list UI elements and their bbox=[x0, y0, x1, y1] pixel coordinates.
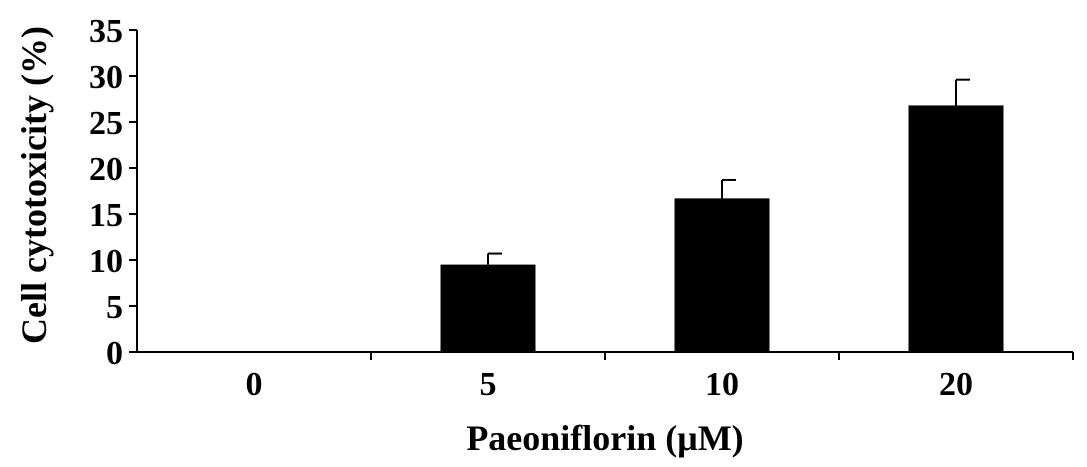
bar bbox=[908, 105, 1004, 352]
y-axis-title: Cell cytotoxicity (%) bbox=[14, 26, 54, 344]
y-tick-label: 10 bbox=[89, 243, 123, 280]
plot-area bbox=[440, 78, 1004, 352]
x-tick-label: 0 bbox=[246, 366, 263, 403]
y-tick-label: 30 bbox=[89, 59, 123, 96]
bar bbox=[440, 264, 536, 352]
y-tick-label: 0 bbox=[106, 335, 123, 372]
y-tick-label: 20 bbox=[89, 151, 123, 188]
y-tick-label: 25 bbox=[89, 105, 123, 142]
y-tick-label: 5 bbox=[106, 289, 123, 326]
x-axis-title: Paeoniflorin (μM) bbox=[466, 418, 743, 458]
x-axis: 0 5 10 20 bbox=[137, 351, 1074, 403]
y-axis: 0 5 10 15 20 25 30 35 bbox=[89, 13, 138, 372]
y-tick-label: 35 bbox=[89, 13, 123, 50]
y-tick-label: 15 bbox=[89, 197, 123, 234]
x-tick-label: 10 bbox=[705, 366, 739, 403]
x-tick-label: 5 bbox=[480, 366, 497, 403]
x-tick-label: 20 bbox=[939, 366, 973, 403]
bar bbox=[674, 198, 770, 352]
